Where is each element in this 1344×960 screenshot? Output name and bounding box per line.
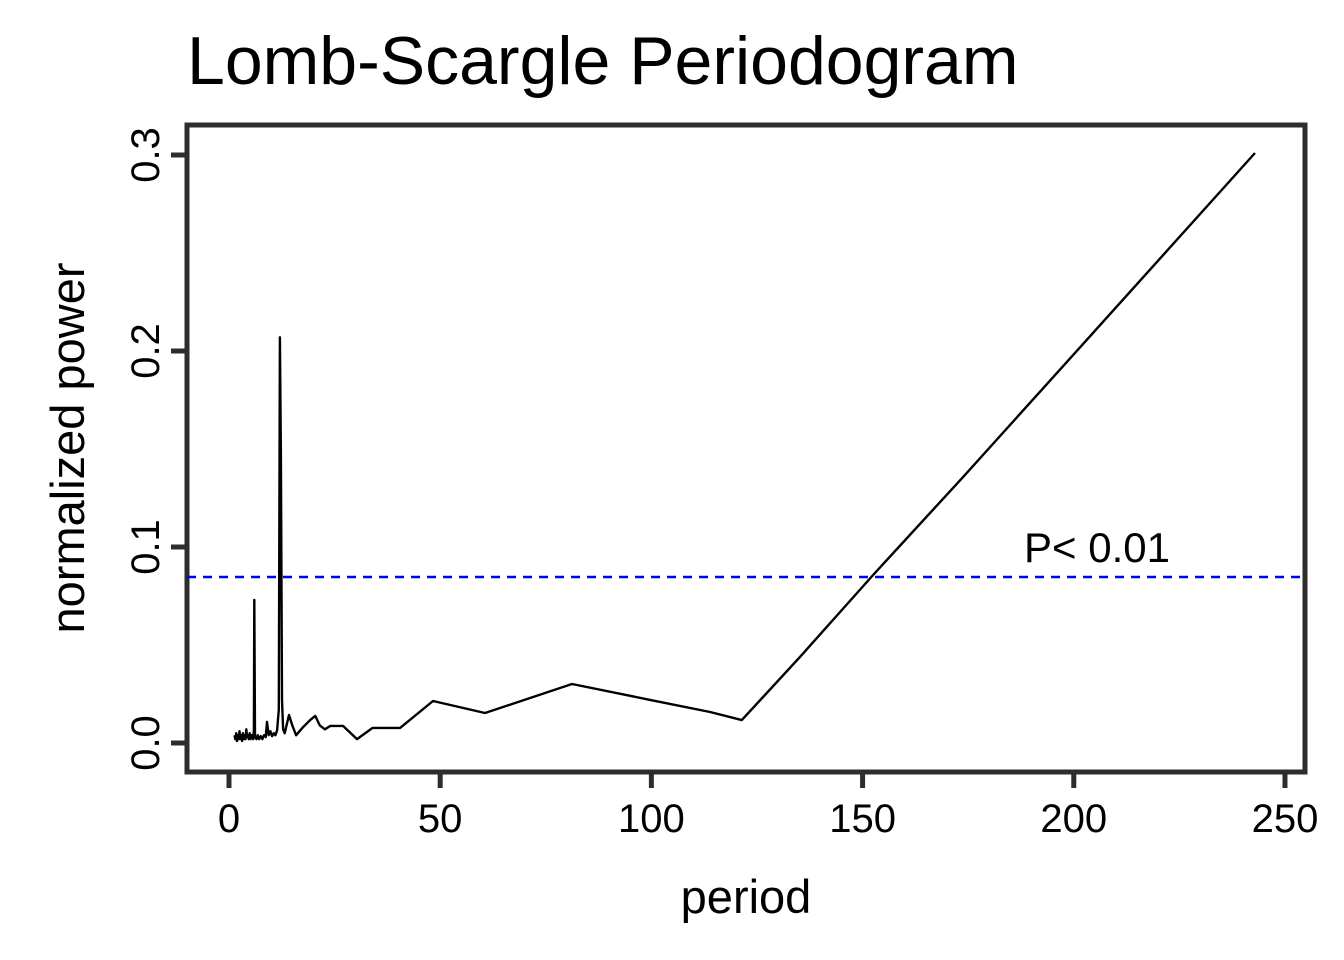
y-tick-label: 0.2 bbox=[124, 323, 168, 379]
y-tick-label: 0.0 bbox=[124, 715, 168, 771]
y-axis-label: normalized power bbox=[41, 263, 94, 634]
x-tick-label: 0 bbox=[218, 797, 240, 841]
plot-frame bbox=[184, 122, 1308, 775]
x-tick-label: 250 bbox=[1252, 797, 1319, 841]
y-tick-label: 0.1 bbox=[124, 519, 168, 575]
chart-generated-layer: 0 50 100 150 200 250 0.0 0.1 0.2 0.3 bbox=[124, 122, 1319, 841]
chart-title: Lomb-Scargle Periodogram bbox=[187, 23, 1019, 99]
threshold-annotation: P< 0.01 bbox=[1024, 524, 1170, 571]
x-tick-label: 100 bbox=[618, 797, 685, 841]
y-tick-label: 0.3 bbox=[124, 127, 168, 183]
x-axis-label: period bbox=[681, 870, 812, 923]
x-tick-label: 50 bbox=[418, 797, 463, 841]
x-tick-label: 150 bbox=[829, 797, 896, 841]
x-tick-label: 200 bbox=[1040, 797, 1107, 841]
periodogram-line bbox=[233, 152, 1256, 743]
